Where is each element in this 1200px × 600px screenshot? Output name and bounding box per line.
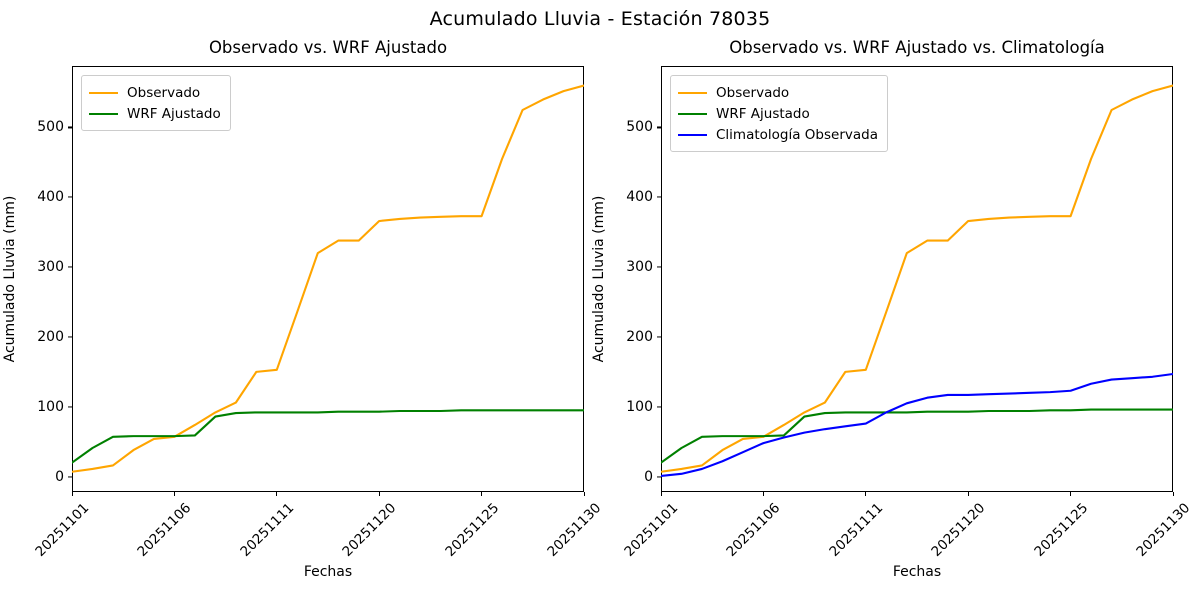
y-axis-label-right: Acumulado Lluvia (mm) <box>591 195 607 363</box>
y-tick-mark <box>657 476 661 478</box>
x-tick-mark <box>1172 492 1174 496</box>
x-tick-label: 20251101 <box>621 500 682 560</box>
x-tick-mark <box>481 492 483 496</box>
y-tick-label: 200 <box>626 328 653 345</box>
x-tick-label: 20251130 <box>544 500 605 560</box>
x-tick-mark <box>276 492 278 496</box>
y-tick-label: 400 <box>626 189 653 206</box>
subplot-right-title: Observado vs. WRF Ajustado vs. Climatolo… <box>729 38 1105 57</box>
legend-label: Observado <box>716 84 790 101</box>
subplot-observado-vs-wrf: Observado vs. WRF Ajustado Acumulado Llu… <box>2 38 604 580</box>
y-tick-mark <box>68 266 72 268</box>
y-tick-mark <box>68 476 72 478</box>
y-tick-label: 500 <box>37 119 64 136</box>
x-tick-label: 20251120 <box>928 500 989 560</box>
x-tick-label: 20251101 <box>32 500 93 560</box>
legend-swatch-line-icon <box>89 91 118 94</box>
x-tick-label: 20251111 <box>237 500 298 560</box>
y-tick-label: 0 <box>644 468 653 485</box>
series-line-wrf-ajustado <box>661 410 1173 463</box>
x-tick-mark <box>1070 492 1072 496</box>
axes-frame-left <box>72 66 584 492</box>
legend-swatch-line-icon <box>678 91 707 94</box>
y-tick-label: 0 <box>55 468 64 485</box>
y-tick-label: 300 <box>626 259 653 276</box>
series-line-observado <box>72 86 584 472</box>
y-tick-mark <box>657 266 661 268</box>
legend-label: Climatología Observada <box>716 126 878 143</box>
y-tick-mark <box>68 406 72 408</box>
legend-swatch-line-icon <box>678 133 707 136</box>
y-tick-mark <box>657 196 661 198</box>
subplot-left-title: Observado vs. WRF Ajustado <box>208 38 448 57</box>
x-tick-label: 20251130 <box>1133 500 1194 560</box>
y-tick-mark <box>657 406 661 408</box>
legend-label: WRF Ajustado <box>716 105 810 122</box>
legend-item-climatolog-a-observada[interactable]: Climatología Observada <box>678 124 878 145</box>
subplot-observado-vs-wrf-vs-climatologia: Observado vs. WRF Ajustado vs. Climatolo… <box>591 38 1193 580</box>
legend-item-observado[interactable]: Observado <box>89 82 221 103</box>
x-tick-label: 20251111 <box>826 500 887 560</box>
y-tick-mark <box>657 336 661 338</box>
x-tick-mark <box>378 492 380 496</box>
legend-swatch-line-icon <box>89 112 118 115</box>
legend-right[interactable]: Observado WRF Ajustado Climatología Observ… <box>670 75 888 152</box>
y-tick-mark <box>657 126 661 128</box>
y-tick-mark <box>68 196 72 198</box>
y-tick-label: 400 <box>37 189 64 206</box>
legend-item-wrf-ajustado[interactable]: WRF Ajustado <box>89 103 221 124</box>
legend-swatch-line-icon <box>678 112 707 115</box>
legend-item-observado[interactable]: Observado <box>678 82 878 103</box>
x-axis-label-left: Fechas <box>303 564 353 580</box>
x-tick-label: 20251106 <box>134 500 195 560</box>
x-axis-label-right: Fechas <box>892 564 942 580</box>
x-tick-mark <box>173 492 175 496</box>
x-tick-mark <box>583 492 585 496</box>
y-tick-mark <box>68 126 72 128</box>
figure-title: Acumulado Lluvia - Estación 78035 <box>429 8 771 30</box>
x-tick-label: 20251106 <box>723 500 784 560</box>
x-tick-mark <box>762 492 764 496</box>
legend-label: WRF Ajustado <box>127 105 221 122</box>
x-tick-mark <box>71 492 73 496</box>
legend-item-wrf-ajustado[interactable]: WRF Ajustado <box>678 103 878 124</box>
x-tick-mark <box>660 492 662 496</box>
legend-left[interactable]: Observado WRF Ajustado <box>81 75 231 131</box>
series-line-wrf-ajustado <box>72 410 584 462</box>
legend-label: Observado <box>127 84 201 101</box>
y-axis-label-left: Acumulado Lluvia (mm) <box>2 195 18 363</box>
y-tick-label: 300 <box>37 259 64 276</box>
x-tick-mark <box>967 492 969 496</box>
series-line-observado <box>661 86 1173 472</box>
x-tick-label: 20251120 <box>339 500 400 560</box>
y-tick-label: 100 <box>626 398 653 415</box>
y-tick-label: 500 <box>626 119 653 136</box>
y-tick-mark <box>68 336 72 338</box>
x-tick-mark <box>865 492 867 496</box>
plot-area-left <box>72 66 584 492</box>
x-tick-label: 20251125 <box>1031 500 1091 560</box>
y-tick-label: 200 <box>37 328 64 345</box>
x-tick-label: 20251125 <box>442 500 502 560</box>
y-tick-label: 100 <box>37 398 64 415</box>
plot-area-right <box>661 66 1173 492</box>
series-line-climatolog-a-observada <box>661 374 1173 476</box>
